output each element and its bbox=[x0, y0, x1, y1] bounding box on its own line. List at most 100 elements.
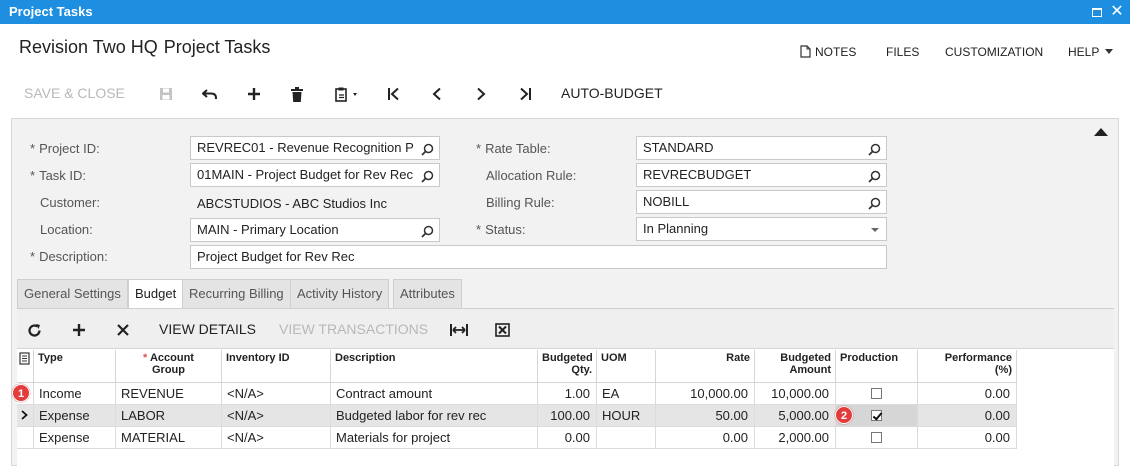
previous-record-button[interactable] bbox=[431, 78, 443, 108]
cell-uom[interactable] bbox=[597, 427, 656, 449]
cell-type[interactable]: Income bbox=[34, 383, 116, 405]
cell-budgeted-qty[interactable]: 100.00 bbox=[538, 405, 597, 427]
add-row-button[interactable] bbox=[72, 309, 86, 349]
cell-inventory-id[interactable]: <N/A> bbox=[222, 383, 331, 405]
auto-budget-button[interactable]: AUTO-BUDGET bbox=[561, 85, 663, 101]
cell-budgeted-amount[interactable]: 10,000.00 bbox=[755, 383, 836, 405]
cell-uom[interactable]: HOUR bbox=[597, 405, 656, 427]
tab-budget[interactable]: Budget bbox=[128, 279, 184, 309]
search-icon[interactable] bbox=[421, 141, 434, 159]
cell-inventory-id[interactable]: <N/A> bbox=[222, 405, 331, 427]
row-selector-header[interactable] bbox=[17, 350, 34, 383]
cell-budgeted-qty[interactable]: 1.00 bbox=[538, 383, 597, 405]
cell-rate[interactable]: 10,000.00 bbox=[656, 383, 755, 405]
status-select[interactable]: In Planning bbox=[636, 217, 887, 241]
col-budgeted-qty-header[interactable]: Budgeted Qty. bbox=[538, 350, 597, 383]
cell-rate[interactable]: 50.00 bbox=[656, 405, 755, 427]
delete-button[interactable] bbox=[291, 78, 303, 108]
close-icon[interactable]: ✕ bbox=[1110, 3, 1124, 20]
production-checkbox[interactable] bbox=[871, 388, 882, 399]
note-icon bbox=[800, 45, 811, 61]
save-button[interactable] bbox=[159, 78, 173, 108]
row-selector[interactable] bbox=[17, 405, 34, 427]
description-field[interactable]: Project Budget for Rev Rec bbox=[190, 245, 887, 269]
cell-production[interactable] bbox=[836, 427, 918, 449]
cell-production[interactable] bbox=[836, 405, 918, 427]
table-row[interactable]: Income REVENUE <N/A> Contract amount 1.0… bbox=[17, 383, 1017, 405]
undo-button[interactable] bbox=[201, 78, 218, 108]
cell-description[interactable]: Budgeted labor for rev rec bbox=[331, 405, 538, 427]
view-details-button[interactable]: VIEW DETAILS bbox=[159, 321, 256, 337]
cell-description[interactable]: Contract amount bbox=[331, 383, 538, 405]
delete-row-button[interactable] bbox=[116, 309, 130, 349]
tab-activity-history[interactable]: Activity History bbox=[290, 279, 390, 308]
col-uom-header[interactable]: UOM bbox=[597, 350, 656, 383]
col-account-group-header[interactable]: * Account Group bbox=[116, 350, 222, 383]
cell-budgeted-amount[interactable]: 5,000.00 bbox=[755, 405, 836, 427]
cell-production[interactable] bbox=[836, 383, 918, 405]
notes-link[interactable]: NOTES bbox=[800, 45, 856, 61]
tab-attributes[interactable]: Attributes bbox=[393, 279, 462, 308]
col-budgeted-amount-header[interactable]: Budgeted Amount bbox=[755, 350, 836, 383]
search-icon[interactable] bbox=[868, 195, 881, 213]
last-record-button[interactable] bbox=[518, 78, 532, 108]
first-record-button[interactable] bbox=[387, 78, 401, 108]
row-pointer-icon bbox=[21, 408, 28, 423]
rate-table-label: * Rate Table: bbox=[476, 141, 551, 156]
view-transactions-button[interactable]: VIEW TRANSACTIONS bbox=[279, 321, 429, 337]
clipboard-menu-button[interactable] bbox=[335, 78, 361, 108]
col-description-header[interactable]: Description bbox=[331, 350, 538, 383]
allocation-rule-field[interactable]: REVRECBUDGET bbox=[636, 163, 887, 187]
location-field[interactable]: MAIN - Primary Location bbox=[190, 218, 440, 242]
files-link[interactable]: FILES bbox=[886, 45, 920, 59]
annotation-marker-1: 1 bbox=[12, 384, 30, 402]
col-type-header[interactable]: Type bbox=[34, 350, 116, 383]
search-icon[interactable] bbox=[868, 141, 881, 159]
allocation-rule-label: Allocation Rule: bbox=[486, 168, 577, 183]
add-button[interactable] bbox=[247, 78, 261, 108]
export-excel-button[interactable] bbox=[495, 309, 510, 349]
cell-budgeted-amount[interactable]: 2,000.00 bbox=[755, 427, 836, 449]
search-icon[interactable] bbox=[421, 168, 434, 186]
col-performance-header[interactable]: Performance (%) bbox=[918, 350, 1017, 383]
maximize-icon[interactable] bbox=[1088, 3, 1106, 21]
table-row[interactable]: Expense MATERIAL <N/A> Materials for pro… bbox=[17, 427, 1017, 449]
col-inventory-id-header[interactable]: Inventory ID bbox=[222, 350, 331, 383]
production-checkbox[interactable] bbox=[871, 432, 882, 443]
billing-rule-field[interactable]: NOBILL bbox=[636, 190, 887, 214]
search-icon[interactable] bbox=[421, 223, 434, 241]
next-record-button[interactable] bbox=[475, 78, 487, 108]
cell-description[interactable]: Materials for project bbox=[331, 427, 538, 449]
cell-account-group[interactable]: REVENUE bbox=[116, 383, 222, 405]
col-rate-header[interactable]: Rate bbox=[656, 350, 755, 383]
tab-general-settings[interactable]: General Settings bbox=[17, 279, 128, 308]
task-id-field[interactable]: 01MAIN - Project Budget for Rev Rec bbox=[190, 163, 440, 187]
search-icon[interactable] bbox=[868, 168, 881, 186]
cell-uom[interactable]: EA bbox=[597, 383, 656, 405]
cell-rate[interactable]: 0.00 bbox=[656, 427, 755, 449]
cell-type[interactable]: Expense bbox=[34, 427, 116, 449]
file-list-icon bbox=[18, 352, 31, 368]
location-label: Location: bbox=[40, 222, 93, 237]
help-menu[interactable]: HELP bbox=[1068, 45, 1114, 59]
cell-account-group[interactable]: MATERIAL bbox=[116, 427, 222, 449]
cell-account-group[interactable]: LABOR bbox=[116, 405, 222, 427]
table-row[interactable]: Expense LABOR <N/A> Budgeted labor for r… bbox=[17, 405, 1017, 427]
fit-columns-button[interactable] bbox=[450, 309, 468, 349]
row-selector[interactable] bbox=[17, 427, 34, 449]
rate-table-field[interactable]: STANDARD bbox=[636, 136, 887, 160]
project-id-field[interactable]: REVREC01 - Revenue Recognition P bbox=[190, 136, 440, 160]
cell-performance[interactable]: 0.00 bbox=[918, 405, 1017, 427]
cell-performance[interactable]: 0.00 bbox=[918, 427, 1017, 449]
customization-link[interactable]: CUSTOMIZATION bbox=[945, 45, 1044, 59]
save-close-button[interactable]: SAVE & CLOSE bbox=[24, 85, 125, 101]
cell-type[interactable]: Expense bbox=[34, 405, 116, 427]
production-checkbox[interactable] bbox=[871, 410, 882, 421]
refresh-button[interactable] bbox=[27, 309, 42, 349]
cell-performance[interactable]: 0.00 bbox=[918, 383, 1017, 405]
cell-inventory-id[interactable]: <N/A> bbox=[222, 427, 331, 449]
tab-recurring-billing[interactable]: Recurring Billing bbox=[182, 279, 291, 308]
cell-budgeted-qty[interactable]: 0.00 bbox=[538, 427, 597, 449]
col-production-header[interactable]: Production bbox=[836, 350, 918, 383]
collapse-icon[interactable] bbox=[1094, 128, 1108, 136]
